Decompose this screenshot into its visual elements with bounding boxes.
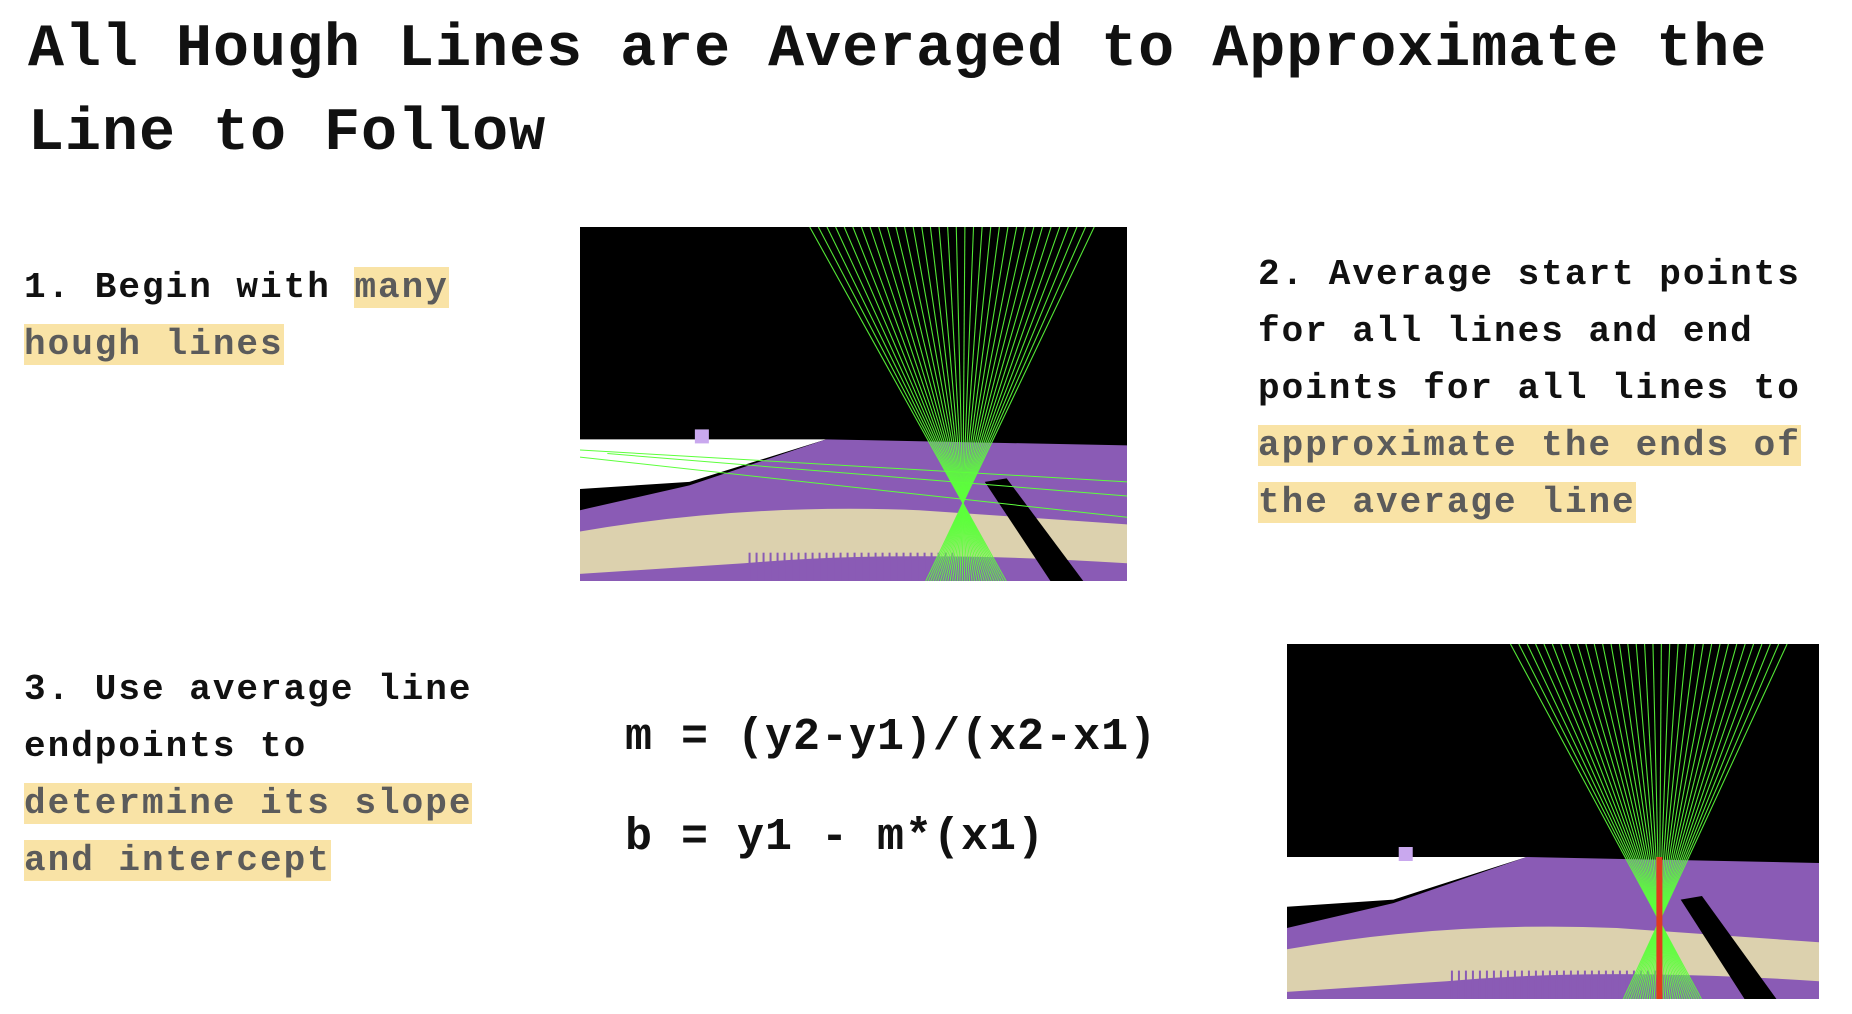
hough-line	[961, 227, 966, 581]
intercept-formula: b = y1 - m*(x1)	[625, 812, 1046, 863]
hough-line	[949, 227, 1009, 581]
step-3-plain: 3. Use average line endpoints to	[24, 669, 473, 767]
hough-line	[938, 227, 971, 581]
hough-line	[947, 227, 968, 581]
hough-line	[921, 227, 976, 581]
step-3-highlight: determine its slope and intercept	[24, 783, 473, 881]
hough-line	[886, 227, 985, 581]
hough-line	[947, 227, 1018, 581]
white-ground	[1287, 857, 1527, 907]
hough-line	[939, 227, 1043, 581]
hough-line	[944, 227, 1026, 581]
hough-line	[869, 227, 990, 581]
hough-line	[1585, 644, 1681, 999]
hough-lines-image	[580, 227, 1127, 581]
curb-band	[1287, 926, 1819, 992]
curb-band	[580, 508, 1127, 574]
hough-line	[1576, 644, 1684, 999]
hough-line	[878, 227, 988, 581]
hough-line	[852, 227, 995, 581]
lane-mark	[1680, 896, 1777, 999]
hough-line	[904, 227, 980, 581]
hough-line	[895, 227, 983, 581]
step-2-text: 2. Average start points for all lines an…	[1258, 246, 1838, 531]
hough-line	[1610, 644, 1674, 999]
hough-line	[1639, 644, 1729, 999]
step-1-text: 1. Begin with many hough lines	[24, 259, 504, 373]
hough-line	[929, 227, 973, 581]
hough-line	[860, 227, 993, 581]
slide-title: All Hough Lines are Averaged to Approxim…	[28, 16, 1768, 168]
horizon-marker	[694, 429, 709, 444]
average-line-image	[1287, 644, 1819, 999]
hough-line	[956, 227, 983, 581]
hough-line	[954, 227, 992, 581]
white-ground	[580, 439, 827, 489]
hough-line	[935, 227, 1061, 581]
hough-line	[937, 227, 1052, 581]
stray-hough-line	[580, 456, 1127, 518]
horizon-marker	[1398, 847, 1413, 861]
step-3-text: 3. Use average line endpoints to determi…	[24, 661, 524, 889]
hough-line	[959, 227, 975, 581]
hough-line	[912, 227, 978, 581]
hough-line	[1644, 644, 1713, 999]
hough-line	[925, 227, 1095, 581]
hough-line	[952, 227, 1000, 581]
stray-hough-line	[607, 453, 1127, 497]
hough-line	[1593, 644, 1679, 999]
hough-line	[1622, 644, 1788, 999]
hough-line	[955, 227, 966, 581]
hough-line	[942, 227, 1035, 581]
hough-line	[1641, 644, 1721, 999]
step-2-highlight: approximate the ends of the average line	[1258, 425, 1801, 523]
step-1-plain: 1. Begin with	[24, 267, 355, 308]
stray-hough-line	[580, 449, 1127, 483]
hough-line	[1602, 644, 1676, 999]
slope-formula: m = (y2-y1)/(x2-x1)	[625, 712, 1158, 763]
step-2-plain: 2. Average start points for all lines an…	[1258, 254, 1801, 409]
